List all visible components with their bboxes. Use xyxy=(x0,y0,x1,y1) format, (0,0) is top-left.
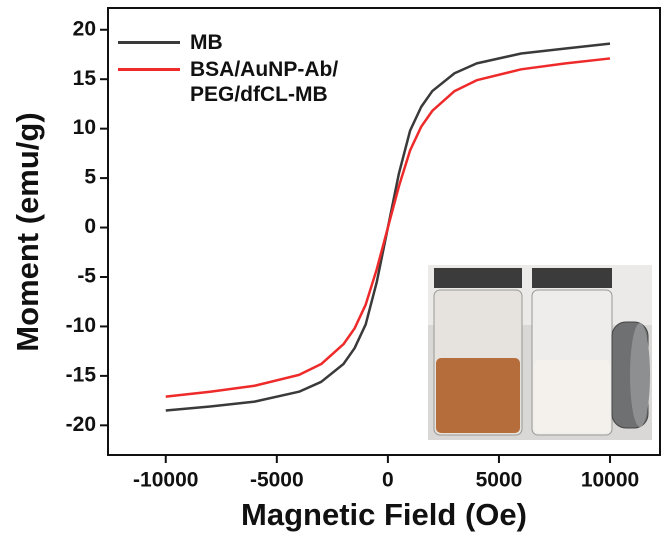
x-tick-label: 5000 xyxy=(476,469,523,492)
x-tick-label: -10000 xyxy=(133,469,198,492)
y-tick-label: 10 xyxy=(73,116,96,139)
y-tick-label: -5 xyxy=(77,265,96,288)
y-tick-label: 20 xyxy=(73,17,96,40)
y-tick-label: -10 xyxy=(66,314,96,337)
y-tick-label: -15 xyxy=(66,363,97,386)
legend: MB BSA/AuNP-Ab/ PEG/dfCL-MB xyxy=(118,30,338,109)
x-tick-label: -5000 xyxy=(250,469,304,492)
legend-swatch xyxy=(118,41,180,44)
y-tick-label: 5 xyxy=(84,166,96,189)
x-axis-title: Magnetic Field (Oe) xyxy=(241,497,527,532)
plot-frame xyxy=(107,7,661,456)
magnet-face xyxy=(630,323,650,427)
vial-cap xyxy=(532,268,612,288)
x-tick-label: 0 xyxy=(382,469,394,492)
x-tick-label: 10000 xyxy=(581,469,639,492)
legend-entry: BSA/AuNP-Ab/ PEG/dfCL-MB xyxy=(118,57,338,107)
vial-cap xyxy=(434,268,522,288)
y-tick-label: -20 xyxy=(66,413,96,436)
legend-entry: MB xyxy=(118,30,338,55)
data-line xyxy=(165,57,611,398)
y-tick-label: 15 xyxy=(73,67,97,90)
vial-liquid xyxy=(436,358,520,433)
legend-swatch xyxy=(118,68,180,71)
inset-photo xyxy=(428,265,652,440)
y-axis-title: Moment (emu/g) xyxy=(10,112,45,351)
legend-label: MB xyxy=(190,31,223,54)
y-tick-label: 0 xyxy=(84,215,96,238)
legend-label: BSA/AuNP-Ab/ PEG/dfCL-MB xyxy=(190,58,339,106)
vial-liquid xyxy=(534,360,610,433)
